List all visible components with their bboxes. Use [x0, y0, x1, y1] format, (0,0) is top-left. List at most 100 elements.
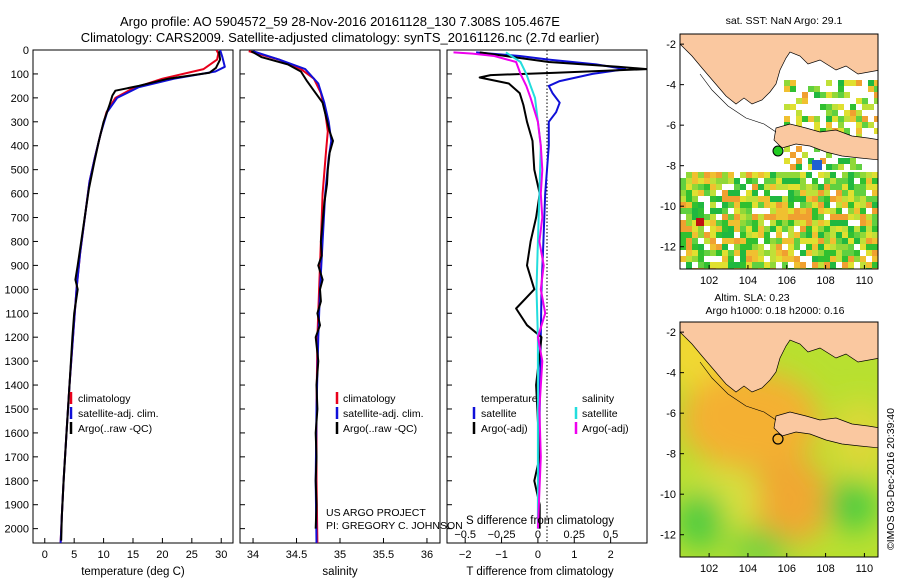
sst-cell [868, 86, 874, 92]
sst-map-axes: 102 104 106 108 110 -2 -4 -6 -8 -10 -12 [660, 39, 873, 287]
sst-cell [788, 238, 794, 244]
sst-cell [692, 172, 698, 178]
sst-cell [866, 238, 872, 244]
sst-cell [854, 172, 860, 178]
sst-cell [704, 214, 710, 220]
map-x-tick-label: 108 [816, 275, 834, 287]
sst-cell [794, 190, 800, 196]
sst-cell [866, 178, 872, 184]
series-line-argo-raw-qc- [250, 50, 334, 529]
sst-cell [808, 116, 814, 122]
sst-cell [696, 218, 704, 226]
sst-cell [812, 160, 822, 170]
sst-cell [680, 226, 686, 232]
sst-cell [830, 232, 836, 238]
sst-cell [776, 178, 782, 184]
sst-cell [746, 238, 752, 244]
x-tick-label: 15 [127, 549, 139, 561]
sst-cell [862, 104, 868, 110]
sst-cell [692, 226, 698, 232]
sst-cell [838, 122, 844, 128]
sst-cell [698, 250, 704, 256]
sst-cell [866, 196, 872, 202]
sst-cell [770, 256, 776, 262]
sst-cell [746, 172, 752, 178]
sst-cell [860, 244, 866, 250]
sst-cell [764, 196, 770, 202]
sst-cell [850, 104, 856, 110]
sst-cell [872, 226, 878, 232]
sst-cell [806, 220, 812, 226]
sst-cell [782, 196, 788, 202]
sst-cell [764, 202, 770, 208]
sst-cell [850, 164, 856, 170]
series-line-satellite-adj-clim- [252, 50, 333, 543]
sst-cell [842, 196, 848, 202]
sst-cell [746, 178, 752, 184]
sst-cell [740, 220, 746, 226]
difference-x-axis: −2 −1 0 1 2 −0.5 −0.25 0 0.25 0.5 [454, 529, 618, 561]
x-tick-label: −2 [459, 549, 472, 561]
sst-cell [704, 184, 710, 190]
sst-cell [844, 116, 850, 122]
s-tick-label: −0.5 [454, 529, 476, 541]
sst-cell [856, 110, 862, 116]
sst-cell [692, 178, 698, 184]
sst-cell [796, 98, 802, 104]
sst-cell [854, 202, 860, 208]
depth-tick-label: 2000 [5, 524, 29, 536]
sst-cell [794, 256, 800, 262]
sst-cell [818, 202, 824, 208]
sst-cell [716, 250, 722, 256]
sst-cell [826, 80, 832, 86]
sst-cell [686, 256, 692, 262]
sst-cell [854, 190, 860, 196]
series-line-t-argo-adj- [478, 51, 647, 529]
sst-cell [832, 104, 838, 110]
sla-map-frame [679, 321, 879, 558]
sst-cell [800, 184, 806, 190]
x-tick-label: 1 [571, 549, 577, 561]
sst-cell [796, 158, 802, 164]
sst-cell [722, 226, 728, 232]
sst-cell [824, 244, 830, 250]
sst-cell [728, 238, 734, 244]
t-diff-x-label: T difference from climatology [466, 566, 613, 578]
sst-cell [758, 202, 764, 208]
sst-cell [698, 178, 704, 184]
sst-cell [826, 92, 832, 98]
sst-cell [818, 220, 824, 226]
sst-cell [716, 178, 722, 184]
sst-cell [848, 196, 854, 202]
sst-cell [796, 122, 802, 128]
sst-cell [728, 178, 734, 184]
sst-cell [860, 256, 866, 262]
sst-cell [836, 244, 842, 250]
sst-cell [722, 238, 728, 244]
sst-cell [752, 256, 758, 262]
sst-cell [746, 262, 752, 268]
sst-cell [832, 116, 838, 122]
sst-cell [728, 250, 734, 256]
sst-cell [860, 214, 866, 220]
sst-cell [740, 232, 746, 238]
sla-blob [680, 370, 820, 470]
sst-cell [728, 196, 734, 202]
sst-cell [818, 262, 824, 268]
sst-cell [860, 262, 866, 268]
sst-cell [764, 178, 770, 184]
sst-cell [758, 196, 764, 202]
sst-cell [826, 164, 832, 170]
sst-cell [784, 86, 790, 92]
sst-cell [746, 256, 752, 262]
sst-cell [830, 226, 836, 232]
sst-cell [794, 262, 800, 268]
sst-cell [722, 178, 728, 184]
sst-map [680, 34, 878, 269]
temperature-series [59, 50, 226, 543]
sst-cell [752, 232, 758, 238]
sst-cell [788, 244, 794, 250]
sst-cell [686, 214, 692, 220]
sst-cell [764, 226, 770, 232]
map-y-tick-label: -8 [666, 161, 676, 173]
